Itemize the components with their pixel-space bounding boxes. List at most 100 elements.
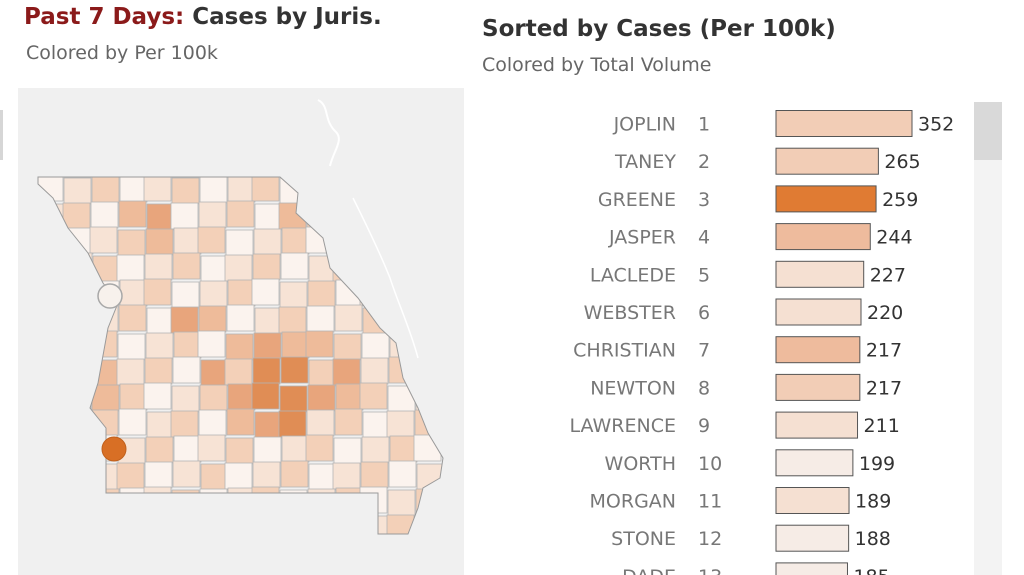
county-shape[interactable] xyxy=(63,281,92,309)
bar-webster[interactable] xyxy=(775,298,862,326)
bar-lawrence[interactable] xyxy=(775,411,859,439)
county-shape[interactable] xyxy=(414,305,443,333)
county-shape[interactable] xyxy=(278,306,307,334)
county-shape[interactable] xyxy=(251,175,280,202)
county-shape[interactable] xyxy=(144,357,173,385)
county-shape[interactable] xyxy=(280,252,309,280)
county-shape[interactable] xyxy=(146,203,175,231)
county-shape[interactable] xyxy=(144,253,173,281)
county-shape[interactable] xyxy=(37,253,65,281)
county-shape[interactable] xyxy=(387,385,416,413)
county-shape[interactable] xyxy=(280,356,309,384)
county-shape[interactable] xyxy=(416,359,444,387)
county-shape[interactable] xyxy=(197,434,226,462)
county-shape[interactable] xyxy=(143,175,172,202)
county-shape[interactable] xyxy=(200,255,229,283)
county-shape[interactable] xyxy=(280,460,309,488)
county-shape[interactable] xyxy=(63,489,92,517)
county-shape[interactable] xyxy=(145,228,174,256)
county-shape[interactable] xyxy=(251,382,280,410)
county-shape[interactable] xyxy=(359,486,388,514)
county-shape[interactable] xyxy=(173,227,202,255)
county-shape[interactable] xyxy=(252,357,281,385)
county-shape[interactable] xyxy=(171,489,200,517)
county-shape[interactable] xyxy=(63,177,92,205)
county-shape[interactable] xyxy=(62,410,91,438)
county-shape[interactable] xyxy=(333,333,362,361)
county-shape[interactable] xyxy=(307,177,336,204)
county-shape[interactable] xyxy=(37,461,65,489)
bar-newton[interactable] xyxy=(775,373,861,401)
county-shape[interactable] xyxy=(305,330,334,358)
county-shape[interactable] xyxy=(36,175,64,202)
county-shape[interactable] xyxy=(335,487,364,515)
county-shape[interactable] xyxy=(199,384,228,412)
county-shape[interactable] xyxy=(308,359,337,387)
county-shape[interactable] xyxy=(361,436,390,464)
county-shape[interactable] xyxy=(387,489,416,517)
county-shape[interactable] xyxy=(254,203,283,231)
county-shape[interactable] xyxy=(359,278,388,306)
county-shape[interactable] xyxy=(145,332,174,360)
county-shape[interactable] xyxy=(90,201,119,229)
county-shape[interactable] xyxy=(89,226,118,254)
county-shape[interactable] xyxy=(38,436,66,464)
county-shape[interactable] xyxy=(197,330,226,358)
county-shape[interactable] xyxy=(200,463,229,491)
county-shape[interactable] xyxy=(173,331,202,359)
county-shape[interactable] xyxy=(416,255,444,283)
county-shape[interactable] xyxy=(227,487,256,515)
county-shape[interactable] xyxy=(116,462,145,490)
county-shape[interactable] xyxy=(198,201,227,229)
county-shape[interactable] xyxy=(333,229,362,257)
county-shape[interactable] xyxy=(62,514,91,541)
bar-taney[interactable] xyxy=(775,147,879,175)
county-shape[interactable] xyxy=(252,253,281,281)
county-shape[interactable] xyxy=(119,176,148,203)
county-shape[interactable] xyxy=(92,359,121,387)
county-shape[interactable] xyxy=(253,332,282,360)
county-shape[interactable] xyxy=(198,305,227,333)
county-shape[interactable] xyxy=(91,177,120,204)
county-shape[interactable] xyxy=(171,177,200,205)
county-shape[interactable] xyxy=(361,228,390,256)
county-shape[interactable] xyxy=(388,460,417,488)
county-shape[interactable] xyxy=(146,307,175,335)
county-shape[interactable] xyxy=(36,382,64,410)
county-shape[interactable] xyxy=(413,226,442,254)
county-shape[interactable] xyxy=(361,332,390,360)
county-shape[interactable] xyxy=(38,307,67,335)
bar-joplin[interactable] xyxy=(775,110,913,137)
county-grid[interactable] xyxy=(36,175,444,542)
county-shape[interactable] xyxy=(308,463,337,491)
county-shape[interactable] xyxy=(118,408,147,436)
county-shape[interactable] xyxy=(279,281,308,309)
county-shape[interactable] xyxy=(386,306,415,334)
county-shape[interactable] xyxy=(143,486,172,514)
county-shape[interactable] xyxy=(199,280,228,308)
county-shape[interactable] xyxy=(38,515,67,542)
bar-greene[interactable] xyxy=(775,185,877,213)
county-shape[interactable] xyxy=(251,278,280,306)
county-shape[interactable] xyxy=(36,278,64,306)
county-shape[interactable] xyxy=(224,254,253,282)
county-shape[interactable] xyxy=(198,513,227,540)
county-shape[interactable] xyxy=(65,227,94,255)
county-shape[interactable] xyxy=(387,177,416,205)
county-shape[interactable] xyxy=(389,331,418,359)
county-shape[interactable] xyxy=(279,385,308,413)
county-shape[interactable] xyxy=(362,411,391,439)
county-shape[interactable] xyxy=(119,383,148,411)
county-shape[interactable] xyxy=(119,487,148,515)
county-shape[interactable] xyxy=(116,254,145,282)
county-shape[interactable] xyxy=(334,408,363,436)
county-shape[interactable] xyxy=(64,252,93,280)
county-shape[interactable] xyxy=(225,333,254,361)
county-shape[interactable] xyxy=(360,357,389,385)
county-shape[interactable] xyxy=(305,434,334,462)
county-shape[interactable] xyxy=(335,279,364,307)
county-shape[interactable] xyxy=(37,357,65,385)
county-shape[interactable] xyxy=(171,385,200,413)
county-shape[interactable] xyxy=(334,200,363,228)
county-shape[interactable] xyxy=(119,279,148,307)
